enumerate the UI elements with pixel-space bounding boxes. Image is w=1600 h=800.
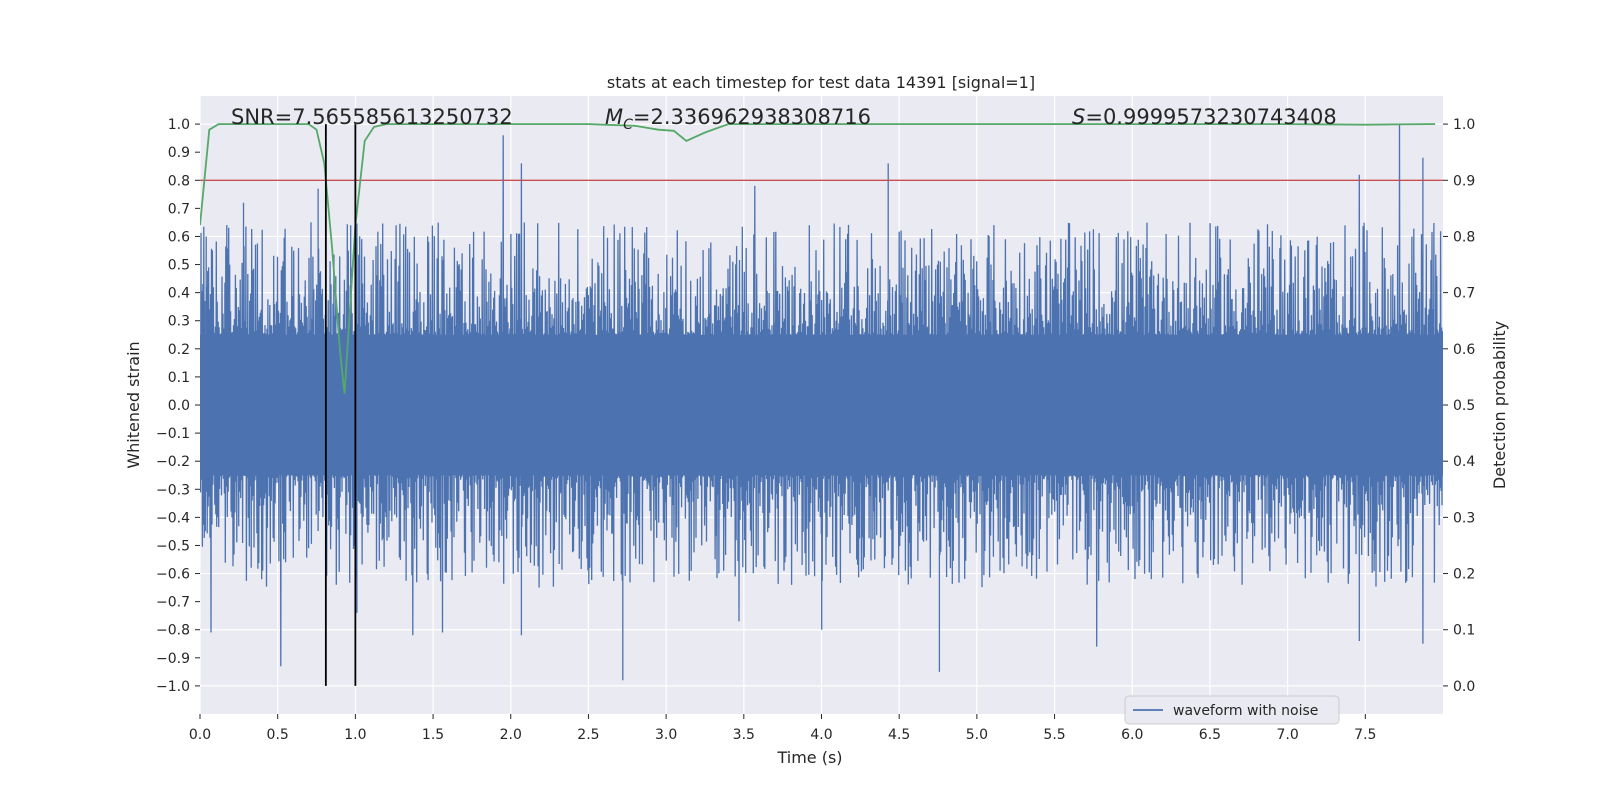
s-symbol: S	[1072, 105, 1085, 129]
detection-probability-series	[200, 123, 1436, 394]
y-tick-label: −0.6	[156, 567, 190, 583]
legend: waveform with noise	[1124, 695, 1340, 725]
x-tick-label: 7.0	[1276, 727, 1298, 743]
y-tick-label: −0.3	[156, 482, 190, 498]
x-tick-label: 4.5	[888, 727, 910, 743]
s-annotation: S=0.9999573230743408	[1072, 105, 1337, 129]
y-tick-label: 0.7	[168, 201, 190, 217]
x-tick-label: 7.5	[1354, 727, 1376, 743]
x-tick-label: 1.5	[422, 727, 444, 743]
s-value: =0.9999573230743408	[1085, 105, 1336, 129]
y-tick-label: 0.4	[168, 286, 190, 302]
y-tick-label: −0.1	[156, 426, 190, 442]
y-tick-label: 0.6	[168, 229, 190, 245]
x-tick-label: 6.5	[1199, 727, 1221, 743]
x-axis-label: Time (s)	[776, 748, 842, 767]
right-tick-label: 0.4	[1453, 454, 1475, 470]
right-tick-label: 0.6	[1453, 342, 1475, 358]
x-axis-ticks: 0.0 0.5 1.0 1.5 2.0 2.5 3.0 3.5 4.0 4.5 5.0 5.5 6.0 6…	[189, 714, 1376, 743]
x-tick-label: 2.0	[500, 727, 522, 743]
x-tick-label: 6.0	[1121, 727, 1143, 743]
right-tick-label: 1.0	[1453, 117, 1475, 133]
x-tick-label: 3.0	[655, 727, 677, 743]
plot-area	[200, 123, 1443, 686]
chirp-mass-subscript: C	[623, 117, 633, 133]
y-tick-label: 0.3	[168, 314, 190, 330]
x-tick-label: 5.0	[966, 727, 988, 743]
y-tick-label: 0.8	[168, 173, 190, 189]
y-tick-label: 0.0	[168, 398, 190, 414]
right-tick-label: 0.0	[1453, 679, 1475, 695]
y-tick-label: 0.9	[168, 145, 190, 161]
x-tick-label: 0.5	[267, 727, 289, 743]
waveform-series	[200, 124, 1443, 681]
x-tick-label: 4.0	[810, 727, 832, 743]
y-tick-label: −0.8	[156, 623, 190, 639]
y-tick-label: 0.5	[168, 258, 190, 274]
y-tick-label: −1.0	[156, 679, 190, 695]
legend-box	[1124, 695, 1340, 725]
chart-title: stats at each timestep for test data 143…	[607, 73, 1035, 92]
x-tick-label: 0.0	[189, 727, 211, 743]
right-tick-label: 0.7	[1453, 286, 1475, 302]
right-tick-label: 0.3	[1453, 510, 1475, 526]
right-axis-label: Detection probability	[1490, 321, 1509, 489]
y-tick-label: −0.7	[156, 595, 190, 611]
right-tick-label: 0.8	[1453, 229, 1475, 245]
right-tick-label: 0.5	[1453, 398, 1475, 414]
y-tick-label: −0.9	[156, 651, 190, 667]
y-axis-ticks: 1.0 0.9 0.8 0.7 0.6 0.5 0.4 0.3 0.2 0.1 0.0 −0.1 −0.…	[156, 117, 200, 695]
y-tick-label: −0.4	[156, 510, 190, 526]
snr-annotation: SNR=7.565585613250732	[231, 105, 513, 129]
right-tick-label: 0.1	[1453, 623, 1475, 639]
y-tick-label: −0.5	[156, 538, 190, 554]
x-tick-label: 2.5	[577, 727, 599, 743]
chirp-mass-annotation: MC=2.336962938308716	[605, 105, 871, 133]
right-axis-ticks: 1.0 0.9 0.8 0.7 0.6 0.5 0.4 0.3 0.2 0.1 0.0	[1443, 117, 1475, 695]
chirp-mass-value: =2.336962938308716	[633, 105, 871, 129]
y-tick-label: 0.2	[168, 342, 190, 358]
y-axis-label: Whitened strain	[124, 341, 143, 468]
legend-label: waveform with noise	[1173, 703, 1318, 719]
y-tick-label: −0.2	[156, 454, 190, 470]
y-tick-label: 1.0	[168, 117, 190, 133]
y-tick-label: 0.1	[168, 370, 190, 386]
x-tick-label: 5.5	[1043, 727, 1065, 743]
chirp-mass-symbol: M	[605, 105, 623, 129]
right-tick-label: 0.2	[1453, 567, 1475, 583]
x-tick-label: 3.5	[733, 727, 755, 743]
x-tick-label: 1.0	[344, 727, 366, 743]
right-tick-label: 0.9	[1453, 173, 1475, 189]
